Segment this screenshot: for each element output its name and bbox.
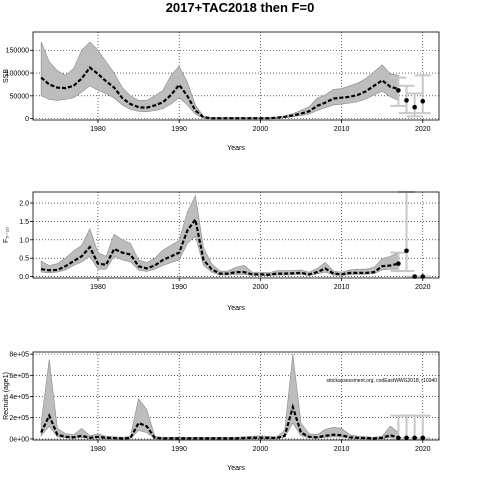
projection-point <box>396 88 401 93</box>
x-tick-label: 2020 <box>415 284 431 291</box>
x-tick-label: 2010 <box>334 284 350 291</box>
x-tick-label: 1990 <box>171 284 187 291</box>
estimate-line <box>40 66 399 120</box>
plot-frame <box>32 351 440 441</box>
y-tick-label: 0 <box>25 116 29 123</box>
y-tick-label: 1.0 <box>19 237 29 244</box>
projection-point <box>412 104 417 110</box>
projection-point <box>404 98 409 103</box>
y-tick-label: 0.0 <box>19 274 29 281</box>
confidence-band <box>40 41 399 119</box>
projection-point <box>420 435 426 441</box>
y-tick-label: 50000 <box>10 93 30 100</box>
plot-frame <box>32 191 440 279</box>
panel-3: 1980 1990 2000 2010 2020 0e+00 2e+05 4e+05 6e+05… <box>3 351 440 472</box>
projection-point <box>404 248 409 254</box>
x-tick-label: 2000 <box>253 284 269 291</box>
x-tick-label: 2010 <box>334 126 350 133</box>
y-tick-label: 4e+05 <box>9 394 29 401</box>
projection-point <box>420 99 426 104</box>
projection-point <box>404 435 409 441</box>
y-axis-label: SSB <box>3 69 10 83</box>
projection-point <box>412 435 417 441</box>
x-axis-label: Years <box>227 305 245 312</box>
estimate-line <box>40 216 399 276</box>
annotation-text: stockassessment.org, codEastWWG2018, r10… <box>326 378 437 384</box>
y-tick-label: 150000 <box>6 48 29 55</box>
chart-title: 2017+TAC2018 then F=0 <box>165 0 315 15</box>
y-tick-label: 8e+05 <box>9 352 29 359</box>
x-tick-label: 2010 <box>334 446 350 453</box>
x-axis-label: Years <box>227 145 245 152</box>
y-tick-label: 2e+05 <box>9 415 29 422</box>
y-tick-label: 0.5 <box>19 256 29 263</box>
y-tick-label: 1.5 <box>19 219 29 226</box>
plot-frame <box>32 31 440 121</box>
x-tick-label: 2000 <box>253 126 269 133</box>
y-tick-label: 100000 <box>6 71 29 78</box>
projection-point <box>396 435 401 441</box>
x-tick-label: 1990 <box>171 126 187 133</box>
x-tick-label: 2020 <box>415 446 431 453</box>
x-tick-label: 1980 <box>90 126 106 133</box>
estimate-line <box>40 403 399 440</box>
x-axis-label: Years <box>227 465 245 472</box>
panel-1: 1980 1990 2000 2010 2020 0 50000 100000 150000 Ye… <box>3 31 440 152</box>
x-tick-label: 1980 <box>90 284 106 291</box>
projection-point <box>396 261 401 266</box>
x-tick-label: 1990 <box>171 446 187 453</box>
y-axis-label: Recruits (age1) <box>3 372 10 420</box>
y-tick-label: 0e+00 <box>9 436 29 443</box>
x-tick-label: 1980 <box>90 446 106 453</box>
panel-2: 1980 1990 2000 2010 2020 0.0 0.5 1.0 1.5 2.0 Years… <box>3 191 440 312</box>
confidence-band <box>40 194 399 277</box>
x-tick-label: 2020 <box>415 126 431 133</box>
x-tick-label: 2000 <box>253 446 269 453</box>
y-tick-label: 2.0 <box>19 201 29 208</box>
y-axis-label: F₅₋₁₀ <box>3 227 10 243</box>
y-tick-label: 6e+05 <box>9 373 29 380</box>
